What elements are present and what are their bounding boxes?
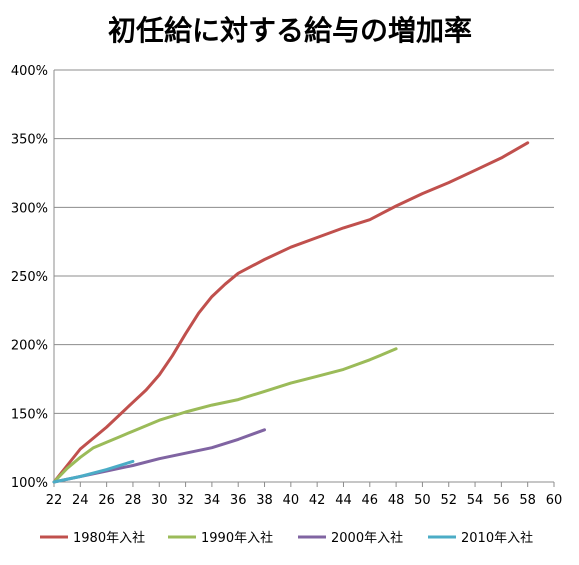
x-tick-label: 44 bbox=[335, 493, 352, 508]
x-tick-label: 54 bbox=[467, 493, 484, 508]
x-tick-label: 58 bbox=[519, 493, 536, 508]
x-tick-label: 28 bbox=[125, 493, 142, 508]
series-line-2010年入社 bbox=[52, 459, 135, 484]
x-tick-label: 40 bbox=[283, 493, 300, 508]
series-lines bbox=[52, 141, 530, 484]
legend-label: 2000年入社 bbox=[331, 530, 403, 546]
x-tick-label: 60 bbox=[546, 493, 563, 508]
legend-label: 1980年入社 bbox=[73, 530, 145, 546]
x-tick-label: 50 bbox=[414, 493, 431, 508]
axes bbox=[53, 70, 554, 483]
series-line-1990年入社 bbox=[52, 347, 398, 484]
legend: 1980年入社 1990年入社 2000年入社 2010年入社 bbox=[40, 530, 533, 546]
x-tick-label: 38 bbox=[256, 493, 273, 508]
x-tick-label: 52 bbox=[440, 493, 457, 508]
x-axis-ticks: 22 24 26 28 30 32 34 36 38 40 42 44 46 48 50 52 54 56 58 60 bbox=[46, 482, 563, 508]
x-tick-label: 46 bbox=[362, 493, 379, 508]
x-tick-label: 30 bbox=[151, 493, 168, 508]
y-tick-label: 350% bbox=[11, 133, 48, 148]
x-tick-label: 22 bbox=[46, 493, 63, 508]
x-tick-label: 48 bbox=[388, 493, 405, 508]
y-tick-label: 400% bbox=[11, 64, 48, 79]
y-tick-label: 300% bbox=[11, 201, 48, 216]
x-tick-label: 26 bbox=[98, 493, 115, 508]
grid-lines bbox=[54, 69, 554, 414]
x-tick-label: 24 bbox=[72, 493, 89, 508]
x-tick-label: 32 bbox=[177, 493, 194, 508]
legend-label: 2010年入社 bbox=[461, 530, 533, 546]
chart-title: 初任給に対する給与の増加率 bbox=[108, 14, 472, 47]
x-tick-label: 42 bbox=[309, 493, 326, 508]
series-line-1980年入社 bbox=[52, 141, 530, 484]
y-tick-label: 200% bbox=[11, 339, 48, 354]
y-tick-label: 250% bbox=[11, 270, 48, 285]
x-tick-label: 36 bbox=[230, 493, 247, 508]
y-tick-label: 150% bbox=[11, 407, 48, 422]
y-axis-ticks: 100% 150% 200% 250% 300% 350% 400% bbox=[11, 64, 48, 491]
legend-label: 1990年入社 bbox=[201, 530, 273, 546]
x-tick-label: 34 bbox=[204, 493, 221, 508]
y-tick-label: 100% bbox=[11, 476, 48, 491]
x-tick-label: 56 bbox=[493, 493, 510, 508]
